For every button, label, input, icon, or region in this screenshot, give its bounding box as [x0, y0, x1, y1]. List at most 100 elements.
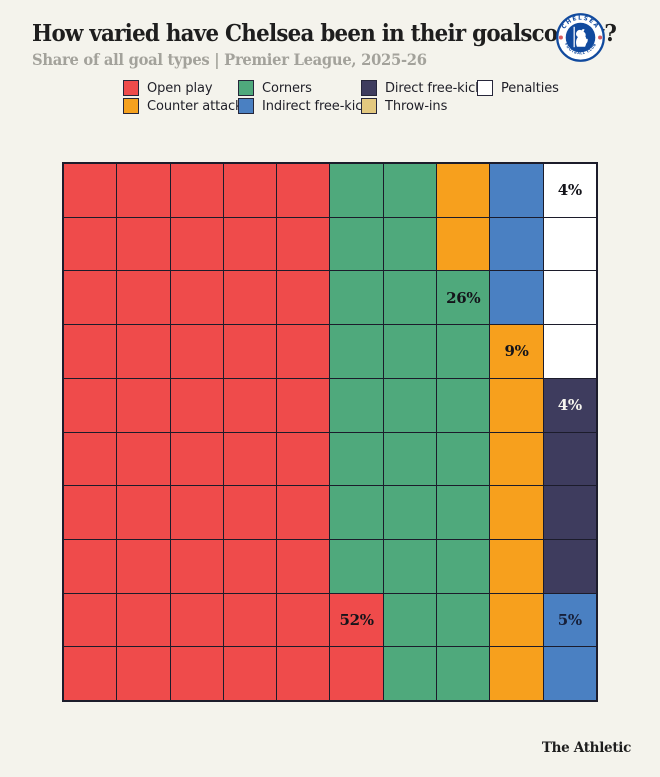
waffle-cell: [330, 539, 383, 593]
waffle-cell: [170, 647, 223, 700]
waffle-cell: [64, 325, 117, 378]
waffle-cell: [543, 539, 596, 593]
waffle-cell: [437, 378, 490, 432]
waffle-cell: [64, 486, 117, 539]
legend-column-4: Penalties: [477, 80, 559, 96]
waffle-cell: [170, 432, 223, 486]
waffle-cell: [223, 539, 277, 593]
legend-swatch-open-play: [123, 80, 139, 96]
legend-label: Counter attacks: [147, 98, 250, 114]
legend-item-direct-free-kicks: Direct free-kicks: [361, 80, 489, 96]
waffle-cell: [543, 647, 596, 700]
waffle-cell: [223, 164, 277, 217]
waffle-cell: [383, 325, 437, 378]
waffle-cell: [543, 486, 596, 539]
waffle-cell: [383, 378, 437, 432]
waffle-cell: [223, 378, 277, 432]
waffle-cell: [117, 271, 170, 325]
waffle-cell: [117, 486, 170, 539]
legend-label: Penalties: [501, 80, 559, 96]
brand-wordmark: The Athletic: [541, 740, 631, 756]
waffle-cell: [437, 647, 490, 700]
waffle-cell: [170, 325, 223, 378]
waffle-cell: [330, 647, 383, 700]
waffle-cell: [223, 486, 277, 539]
waffle-cell: [543, 271, 596, 325]
waffle-cell: [64, 593, 117, 647]
waffle-cell: [383, 647, 437, 700]
waffle-cell: [223, 325, 277, 378]
waffle-cell: [437, 217, 490, 271]
waffle-cell: [383, 539, 437, 593]
waffle-cell: [64, 432, 117, 486]
waffle-cell: [383, 432, 437, 486]
waffle-cell: [170, 217, 223, 271]
legend-column-1: Open play Counter attacks: [123, 80, 249, 114]
waffle-cell: [223, 217, 277, 271]
waffle-cell: [490, 432, 543, 486]
waffle-cell: 9%: [490, 325, 543, 378]
waffle-cell: [383, 271, 437, 325]
legend-item-open-play: Open play: [123, 80, 238, 96]
waffle-cell: [330, 486, 383, 539]
waffle-cell: 4%: [543, 378, 596, 432]
waffle-cell: [223, 647, 277, 700]
waffle-cell: [437, 593, 490, 647]
legend-item-counter-attacks: Counter attacks: [123, 98, 249, 114]
legend-label: Indirect free-kicks: [262, 98, 377, 114]
waffle-cell: [170, 378, 223, 432]
waffle-cell: [543, 325, 596, 378]
waffle-cell: [277, 647, 330, 700]
waffle-cell: [383, 164, 437, 217]
waffle-cell: [330, 217, 383, 271]
waffle-cell: [64, 378, 117, 432]
waffle-cell: [437, 539, 490, 593]
waffle-cell: [277, 486, 330, 539]
waffle-cell: [330, 432, 383, 486]
waffle-cell: [117, 432, 170, 486]
waffle-cell: [223, 432, 277, 486]
legend-swatch-indirect-free-kicks: [238, 98, 254, 114]
legend-item-indirect-free-kicks: Indirect free-kicks: [238, 98, 376, 114]
waffle-cell: [490, 164, 543, 217]
legend-item-penalties: Penalties: [477, 80, 559, 96]
waffle-cell: [170, 486, 223, 539]
waffle-cell: [170, 164, 223, 217]
waffle-cell: [117, 539, 170, 593]
waffle-cell: [490, 217, 543, 271]
waffle-cell: [277, 271, 330, 325]
page-title: How varied have Chelsea been in their go…: [32, 20, 617, 47]
waffle-cell: [277, 593, 330, 647]
legend-swatch-penalties: [477, 80, 493, 96]
waffle-cell: [64, 164, 117, 217]
waffle-cell: [437, 164, 490, 217]
legend-item-corners: Corners: [238, 80, 361, 96]
waffle-cell: [117, 217, 170, 271]
legend-swatch-direct-free-kicks: [361, 80, 377, 96]
legend-label: Throw-ins: [385, 98, 448, 114]
waffle-cell: [277, 164, 330, 217]
waffle-cell: [330, 325, 383, 378]
crest-lion-icon: [573, 26, 588, 48]
waffle-cell: 4%: [543, 164, 596, 217]
legend-column-2: Corners Indirect free-kicks: [238, 80, 376, 114]
waffle-cell: [117, 647, 170, 700]
waffle-cell: [277, 378, 330, 432]
waffle-cell: [330, 164, 383, 217]
waffle-cell: [277, 539, 330, 593]
waffle-cell: 26%: [437, 271, 490, 325]
waffle-cell: [117, 325, 170, 378]
waffle-cell: [437, 325, 490, 378]
waffle-cell: [277, 217, 330, 271]
waffle-cell: [117, 378, 170, 432]
waffle-cell: [330, 378, 383, 432]
legend-label: Corners: [262, 80, 312, 96]
waffle-cell: [437, 432, 490, 486]
legend-item-throw-ins: Throw-ins: [361, 98, 477, 114]
waffle-cell: 52%: [330, 593, 383, 647]
waffle-cell: [117, 593, 170, 647]
legend-label: Open play: [147, 80, 213, 96]
legend: Open play Counter attacks Corners Indire…: [123, 80, 559, 114]
waffle-cell: [277, 432, 330, 486]
waffle-cell: [383, 217, 437, 271]
